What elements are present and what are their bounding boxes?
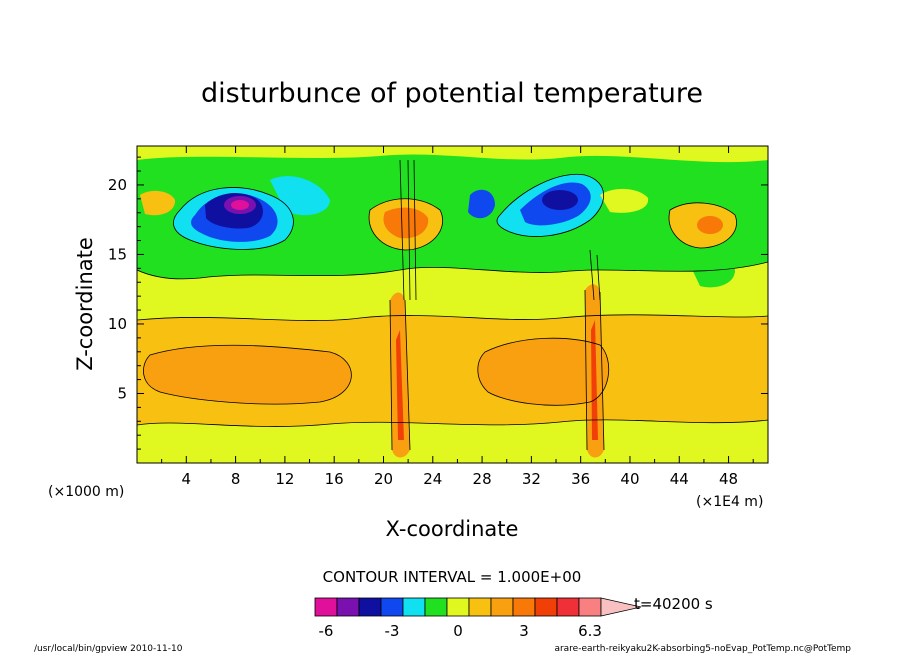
colorbar-tick-label: 6.3 <box>578 622 602 640</box>
x-tick-label: 24 <box>423 470 442 488</box>
colorbar-tick-labels: -6 -3 0 3 6.3 <box>319 622 602 640</box>
contour-line <box>496 173 604 237</box>
y-axis-title: Z-coordinate <box>73 237 97 371</box>
x-tick-label: 8 <box>231 470 241 488</box>
contour-line <box>399 159 417 301</box>
x-tick-label: 20 <box>374 470 393 488</box>
colorbar-swatch <box>380 597 404 617</box>
colorbar-swatch <box>314 597 338 617</box>
y-tick-label: 15 <box>108 245 127 263</box>
cold-core-left-magenta <box>231 200 249 210</box>
contour-interval-label: CONTOUR INTERVAL = 1.000E+00 <box>323 568 582 586</box>
cold-region-mid <box>270 176 330 216</box>
cold-spot-mid <box>468 189 495 219</box>
colorbar-swatch <box>358 597 382 617</box>
y-tick-label: 5 <box>117 384 127 402</box>
x-tick-label: 28 <box>473 470 492 488</box>
contour-line <box>173 187 294 250</box>
contour-line <box>389 289 605 451</box>
convective-column-right-core <box>591 320 598 440</box>
convective-column-left-core <box>396 330 404 440</box>
warm-core-left <box>143 345 352 405</box>
contour-line <box>589 249 601 301</box>
time-label: t=40200 s <box>634 595 713 613</box>
colorbar-tick-label: -6 <box>319 622 334 640</box>
colorbar-swatch <box>490 597 514 617</box>
x-scale-note: (×1E4 m) <box>696 494 763 510</box>
colorbar-swatch <box>578 597 602 617</box>
colorbar-swatch <box>446 597 470 617</box>
contour-lines <box>137 159 768 451</box>
cold-core-right <box>542 190 578 210</box>
warm-core-right <box>477 338 609 406</box>
x-tick-label: 44 <box>670 470 689 488</box>
contour-line <box>137 314 768 321</box>
y-axis: 5 10 15 20 <box>108 156 768 450</box>
colorbar-swatch <box>402 597 426 617</box>
colorbar-swatch <box>534 597 558 617</box>
x-tick-label: 32 <box>522 470 541 488</box>
x-tick-label: 48 <box>719 470 738 488</box>
colorbar-swatch <box>468 597 492 617</box>
colorbar-swatch <box>556 597 580 617</box>
footer-right: arare-earth-reikyaku2K-absorbing5-noEvap… <box>554 644 851 654</box>
x-tick-label: 36 <box>571 470 590 488</box>
colorbar-swatch <box>336 597 360 617</box>
contour-line <box>137 419 768 427</box>
yellow-spot-right <box>600 188 649 213</box>
y-tick-label: 10 <box>108 315 127 333</box>
contour-line <box>477 337 609 406</box>
colorbar-swatch <box>424 597 448 617</box>
x-axis-title: X-coordinate <box>386 517 519 541</box>
x-tick-label: 40 <box>620 470 639 488</box>
top-yellow-band <box>137 146 768 163</box>
colorbar-tick-label: -3 <box>385 622 400 640</box>
x-tick-label: 4 <box>182 470 192 488</box>
x-tick-label: 12 <box>275 470 294 488</box>
contour-field <box>137 146 768 463</box>
contour-line <box>368 198 443 251</box>
colorbar-swatch <box>512 597 536 617</box>
colorbar-tick-label: 3 <box>519 622 529 640</box>
colorbar-extension-arrow <box>600 597 642 617</box>
footer-left: /usr/local/bin/gpview 2010-11-10 <box>34 644 183 654</box>
chart-title: disturbunce of potential temperature <box>201 78 703 109</box>
y-tick-label: 20 <box>108 176 127 194</box>
warm-spot-left-edge <box>140 190 176 216</box>
colorbar-tick-label: 0 <box>453 622 463 640</box>
contour-line <box>143 344 352 405</box>
x-unit-label: (×1000 m) <box>48 484 124 500</box>
warm-core-right-upper <box>697 216 723 234</box>
x-axis: 4 8 12 16 20 24 28 32 36 40 44 48 <box>161 146 754 488</box>
x-tick-label: 16 <box>325 470 344 488</box>
warm-core-center <box>383 207 429 239</box>
contour-line <box>668 202 737 249</box>
colorbar <box>314 597 642 617</box>
plot-frame <box>136 145 769 464</box>
green-spot-right <box>690 258 735 288</box>
